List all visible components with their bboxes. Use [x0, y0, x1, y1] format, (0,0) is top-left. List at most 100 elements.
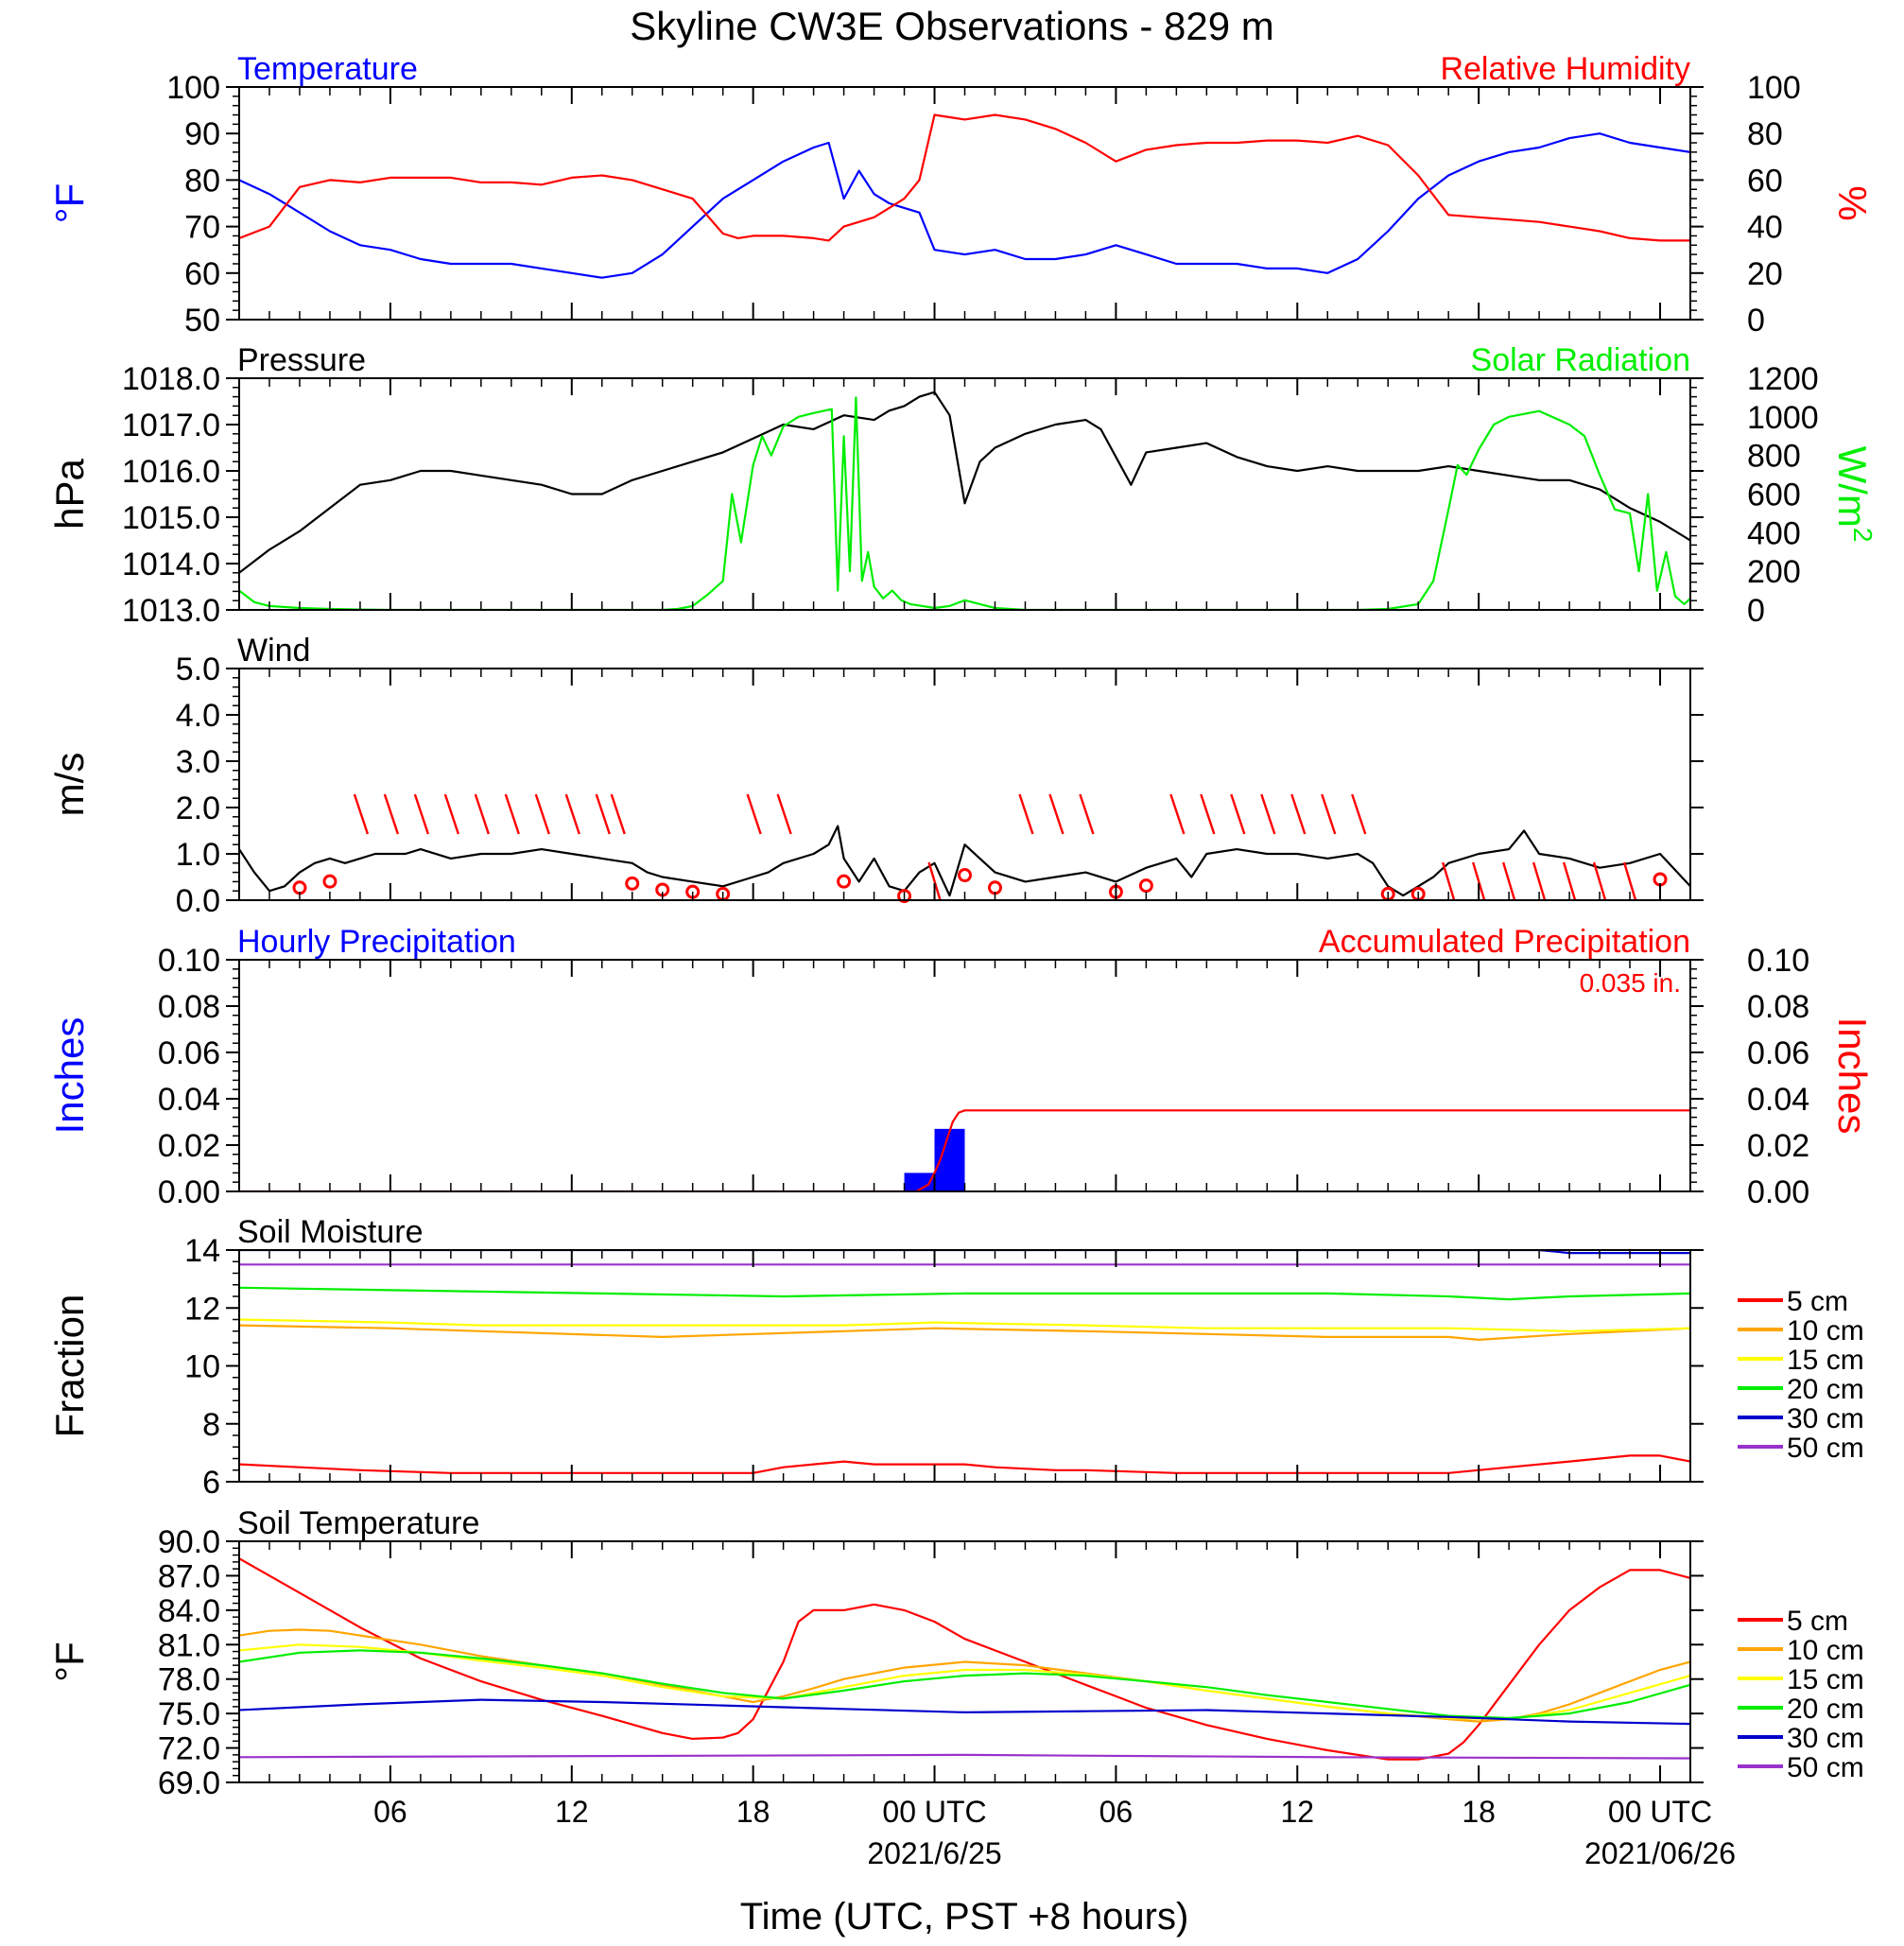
series-line-precip-0 — [239, 1109, 1690, 1191]
left-tick-label: 4.0 — [176, 698, 220, 734]
right-axis-label: Inches — [1830, 1017, 1875, 1135]
wind-barb-23 — [1442, 861, 1456, 901]
panel-frame — [238, 377, 1691, 611]
calm-marker-1 — [322, 874, 338, 889]
series-line-soil_temperature-2 — [239, 1643, 1690, 1721]
wind-barb-22 — [1351, 793, 1367, 835]
left-tick-label: 1018.0 — [122, 361, 220, 397]
left-tick-label: 0.00 — [158, 1174, 220, 1210]
right-axis-label: W/m2 — [1830, 446, 1878, 543]
left-tick-label: 75.0 — [158, 1696, 220, 1732]
right-tick-label: 20 — [1747, 256, 1783, 292]
right-tick-label: 80 — [1747, 116, 1783, 152]
right-axis-label: % — [1830, 185, 1875, 220]
panel-wind: 0.0 1.0 2.0 3.0 4.0 5.0 Wind m/s — [47, 633, 1704, 919]
legend-label-2: 15 cm — [1787, 1664, 1864, 1695]
wind-barb-18 — [1230, 793, 1246, 835]
wind-barb-14 — [1048, 793, 1065, 835]
left-tick-label: 1.0 — [176, 837, 220, 873]
left-tick-label: 1013.0 — [122, 593, 220, 629]
left-tick-label: 1017.0 — [122, 408, 220, 443]
left-tick-label: 84.0 — [158, 1593, 220, 1629]
wind-barb-6 — [534, 793, 550, 835]
wind-barb-3 — [443, 793, 459, 835]
left-tick-label: 90.0 — [158, 1524, 220, 1560]
left-axis-label: °F — [47, 1642, 92, 1681]
panel-frame — [238, 86, 1691, 321]
wind-barb-29 — [1622, 861, 1637, 901]
series-line-soil_moisture-3 — [239, 1286, 1690, 1301]
right-tick-label: 0.10 — [1747, 943, 1809, 979]
left-tick-label: 0.08 — [158, 989, 220, 1025]
left-tick-label: 8 — [202, 1407, 220, 1443]
left-tick-label: 0.04 — [158, 1082, 220, 1118]
panel-left-title: Temperature — [237, 51, 418, 87]
right-tick-label: 60 — [1747, 163, 1783, 199]
legend-label-4: 30 cm — [1787, 1723, 1864, 1754]
series-line-wind-0 — [239, 825, 1690, 897]
panel-right-title: Accumulated Precipitation — [1319, 924, 1690, 960]
date-label-1: 2021/06/26 — [1584, 1836, 1736, 1870]
x-tick-label-6: 18 — [1462, 1795, 1496, 1829]
series-line-soil_temperature-5 — [239, 1753, 1690, 1760]
panel-frame — [238, 668, 1691, 901]
x-tick-label-2: 18 — [736, 1795, 770, 1829]
wind-barb-5 — [504, 793, 520, 835]
left-tick-label: 0.10 — [158, 943, 220, 979]
wind-barb-26 — [1532, 861, 1547, 901]
panel-right-title: Solar Radiation — [1471, 342, 1690, 378]
wind-barb-28 — [1592, 861, 1607, 901]
right-tick-label: 0.06 — [1747, 1035, 1809, 1071]
right-tick-label: 0.08 — [1747, 989, 1809, 1025]
series-line-soil_moisture-1 — [239, 1324, 1690, 1341]
left-tick-label: 0.06 — [158, 1035, 220, 1071]
x-tick-label-5: 12 — [1280, 1795, 1314, 1829]
legend-label-5: 50 cm — [1787, 1433, 1864, 1464]
legend-label-0: 5 cm — [1787, 1286, 1848, 1317]
right-tick-label: 0.04 — [1747, 1082, 1809, 1118]
left-tick-label: 1016.0 — [122, 454, 220, 490]
left-tick-label: 1014.0 — [122, 547, 220, 582]
date-label-0: 2021/6/25 — [867, 1836, 1001, 1870]
left-tick-label: 60 — [184, 256, 220, 292]
panel-left-title: Wind — [237, 633, 310, 669]
calm-marker-8 — [958, 868, 972, 883]
precip-annotation: 0.035 in. — [1580, 968, 1681, 998]
right-tick-label: 100 — [1747, 70, 1801, 106]
wind-barb-2 — [413, 793, 430, 835]
left-tick-label: 81.0 — [158, 1627, 220, 1663]
calm-marker-2 — [625, 876, 640, 891]
right-tick-label: 800 — [1747, 439, 1801, 475]
legend-label-1: 10 cm — [1787, 1315, 1864, 1347]
panel-left-title: Pressure — [237, 342, 366, 378]
series-line-soil_moisture-2 — [239, 1318, 1690, 1332]
left-tick-label: 12 — [184, 1291, 220, 1327]
left-tick-label: 1015.0 — [122, 500, 220, 536]
left-axis-label: Inches — [47, 1017, 92, 1135]
left-tick-label: 87.0 — [158, 1558, 220, 1594]
left-tick-label: 72.0 — [158, 1731, 220, 1767]
wind-barb-10 — [746, 793, 762, 835]
wind-barb-20 — [1290, 793, 1307, 835]
panel-left-title: Hourly Precipitation — [237, 924, 516, 960]
panel-left-title: Soil Temperature — [237, 1505, 479, 1541]
calm-marker-7 — [897, 889, 912, 904]
calm-marker-11 — [1138, 878, 1153, 894]
left-axis-label: m/s — [47, 753, 92, 817]
time-axis: 06 12 18 00 UTC 06 12 18 00 UTC 2021/6/25 2021/06… — [373, 1795, 1736, 1870]
series-line-soil_moisture-0 — [239, 1454, 1690, 1474]
legend-label-4: 30 cm — [1787, 1403, 1864, 1434]
right-tick-label: 0.02 — [1747, 1128, 1809, 1164]
left-tick-label: 0.02 — [158, 1128, 220, 1164]
wind-barb-15 — [1079, 793, 1095, 835]
right-tick-label: 200 — [1747, 554, 1801, 590]
left-tick-label: 0.0 — [176, 883, 220, 919]
left-tick-label: 100 — [166, 70, 220, 106]
left-tick-label: 50 — [184, 303, 220, 339]
panel-precip: 0.00 0.02 0.04 0.06 0.08 0.10 0.00 0.02 0.04 0.06… — [47, 924, 1875, 1210]
right-tick-label: 400 — [1747, 515, 1801, 551]
series-line-temp_rh-0 — [239, 132, 1690, 279]
series-line-pressure_solar-1 — [239, 396, 1690, 610]
